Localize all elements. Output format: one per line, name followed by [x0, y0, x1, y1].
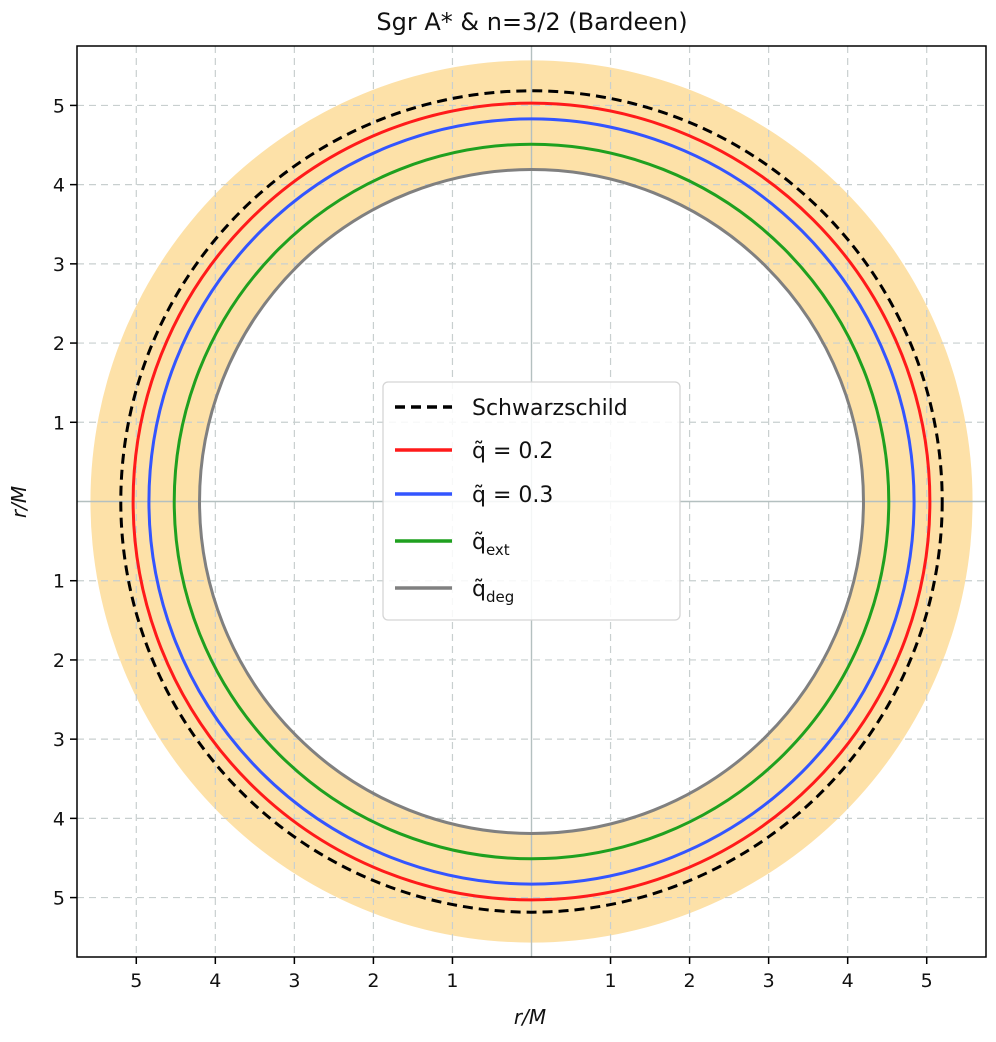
y-tick-label: 3 — [53, 254, 65, 276]
series-circle-0 — [119, 89, 944, 914]
y-tick-label: 1 — [53, 412, 65, 434]
legend-label-subscript: ext — [486, 541, 510, 559]
legend-box — [382, 381, 681, 621]
x-tick-label: 4 — [842, 970, 854, 992]
x-axis-label: r/M — [514, 1005, 546, 1029]
legend-label-2: q̃ = 0.3 — [472, 483, 553, 508]
y-tick-label: 5 — [53, 888, 65, 910]
y-axis-label: r/M — [7, 486, 31, 518]
x-tick-label: 5 — [130, 970, 142, 992]
x-tick-label: 1 — [604, 970, 616, 992]
series-circle-3 — [172, 142, 891, 861]
legend-label-0: Schwarzschild — [472, 396, 628, 421]
series-circle-1 — [131, 101, 932, 902]
plot-area: 5 5 4 4 3 3 2 2 1 1 1 1 2 2 3 3 4 4 5 5 — [53, 45, 987, 992]
series-circle-2 — [147, 117, 916, 886]
y-tick-label: 2 — [53, 650, 65, 672]
series-circle-4 — [198, 168, 865, 835]
x-tick-label: 2 — [367, 970, 379, 992]
y-tick-label: 2 — [53, 333, 65, 355]
x-tick-label: 3 — [763, 970, 775, 992]
y-tick-label: 4 — [53, 175, 65, 197]
y-tick-label: 4 — [53, 808, 65, 830]
y-tick-label: 3 — [53, 729, 65, 751]
x-tick-label: 4 — [209, 970, 221, 992]
chart-title: Sgr A* & n=3/2 (Bardeen) — [376, 8, 687, 36]
x-tick-label: 3 — [288, 970, 300, 992]
legend-label-subscript: deg — [486, 588, 514, 606]
legend-label-1: q̃ = 0.2 — [472, 439, 553, 464]
x-tick-label: 2 — [684, 970, 696, 992]
axes-frame — [76, 45, 987, 958]
y-tick-label: 5 — [53, 95, 65, 117]
y-tick-label: 1 — [53, 571, 65, 593]
x-tick-label: 1 — [446, 970, 458, 992]
x-tick-label: 5 — [921, 970, 933, 992]
